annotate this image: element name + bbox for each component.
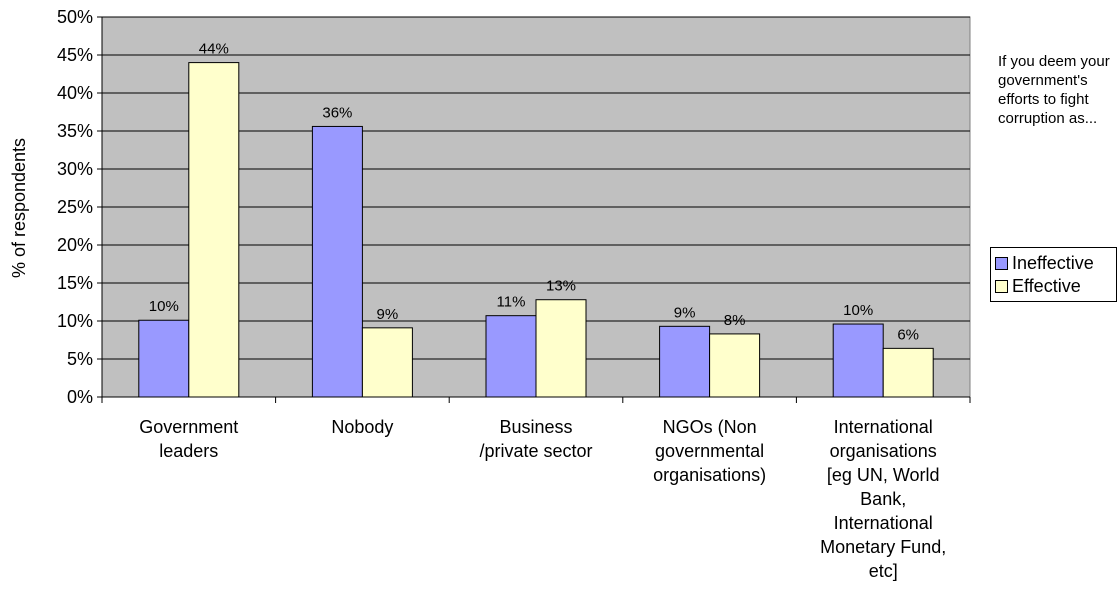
bar-ineffective [311,125,363,398]
bar-ineffective [138,319,190,398]
category-label: International organisations [eg UN, World B… [820,417,946,581]
y-tick-label: 50% [57,7,93,27]
y-tick-label: 25% [57,197,93,217]
x-axis: Government leaders Nobody Business/private … [101,396,971,581]
legend-label-ineffective: Ineffective [1012,252,1094,273]
y-tick-label: 0% [67,387,93,407]
data-labels: 10% 44% 36% 9% 11% 13% 9% 8% 10% 6% [149,41,919,344]
data-label: 6% [897,326,919,343]
y-tick-label: 5% [67,349,93,369]
legend-item-effective: Effective [995,275,1081,297]
data-label: 10% [843,302,873,319]
data-label: 36% [322,104,352,121]
category-label: Government leaders [139,417,238,461]
data-label: 44% [199,41,229,58]
y-axis-title: % of respondents [9,138,29,278]
data-label: 10% [149,298,179,315]
y-tick-label: 20% [57,235,93,255]
y-tick-label: 45% [57,45,93,65]
legend-swatch-ineffective [995,256,1008,270]
category-label: Business/private sector [479,417,592,461]
bar-ineffective [659,325,711,398]
y-tick-label: 15% [57,273,93,293]
bar-ineffective [485,315,537,398]
legend-swatch-effective [995,279,1008,293]
legend-label-effective: Effective [1012,275,1081,296]
y-tick-label: 30% [57,159,93,179]
legend: Ineffective Effective [990,247,1117,302]
y-tick-label: 40% [57,83,93,103]
bar-effective [361,327,413,398]
bar-effective [882,347,934,398]
bar-effective [709,333,761,398]
data-label: 11% [497,294,526,311]
y-tick-label: 35% [57,121,93,141]
bar-effective [535,299,587,398]
data-label: 9% [377,306,399,323]
data-label: 9% [674,304,696,321]
data-label: 13% [546,278,576,295]
bar-ineffective [832,323,884,398]
legend-title: If you deem your government's efforts to… [998,53,1110,127]
y-tick-label: 10% [57,311,93,331]
gridlines [102,16,970,360]
legend-item-ineffective: Ineffective [995,252,1094,274]
bar-effective [188,62,240,398]
data-label: 8% [724,312,746,329]
category-label: Nobody [331,417,393,437]
category-label: NGOs (Non governmental organisations) [653,417,766,485]
y-axis: 0% 5% 10% 15% 20% 25% 30% 35% 40% 45% 50% [57,7,103,407]
